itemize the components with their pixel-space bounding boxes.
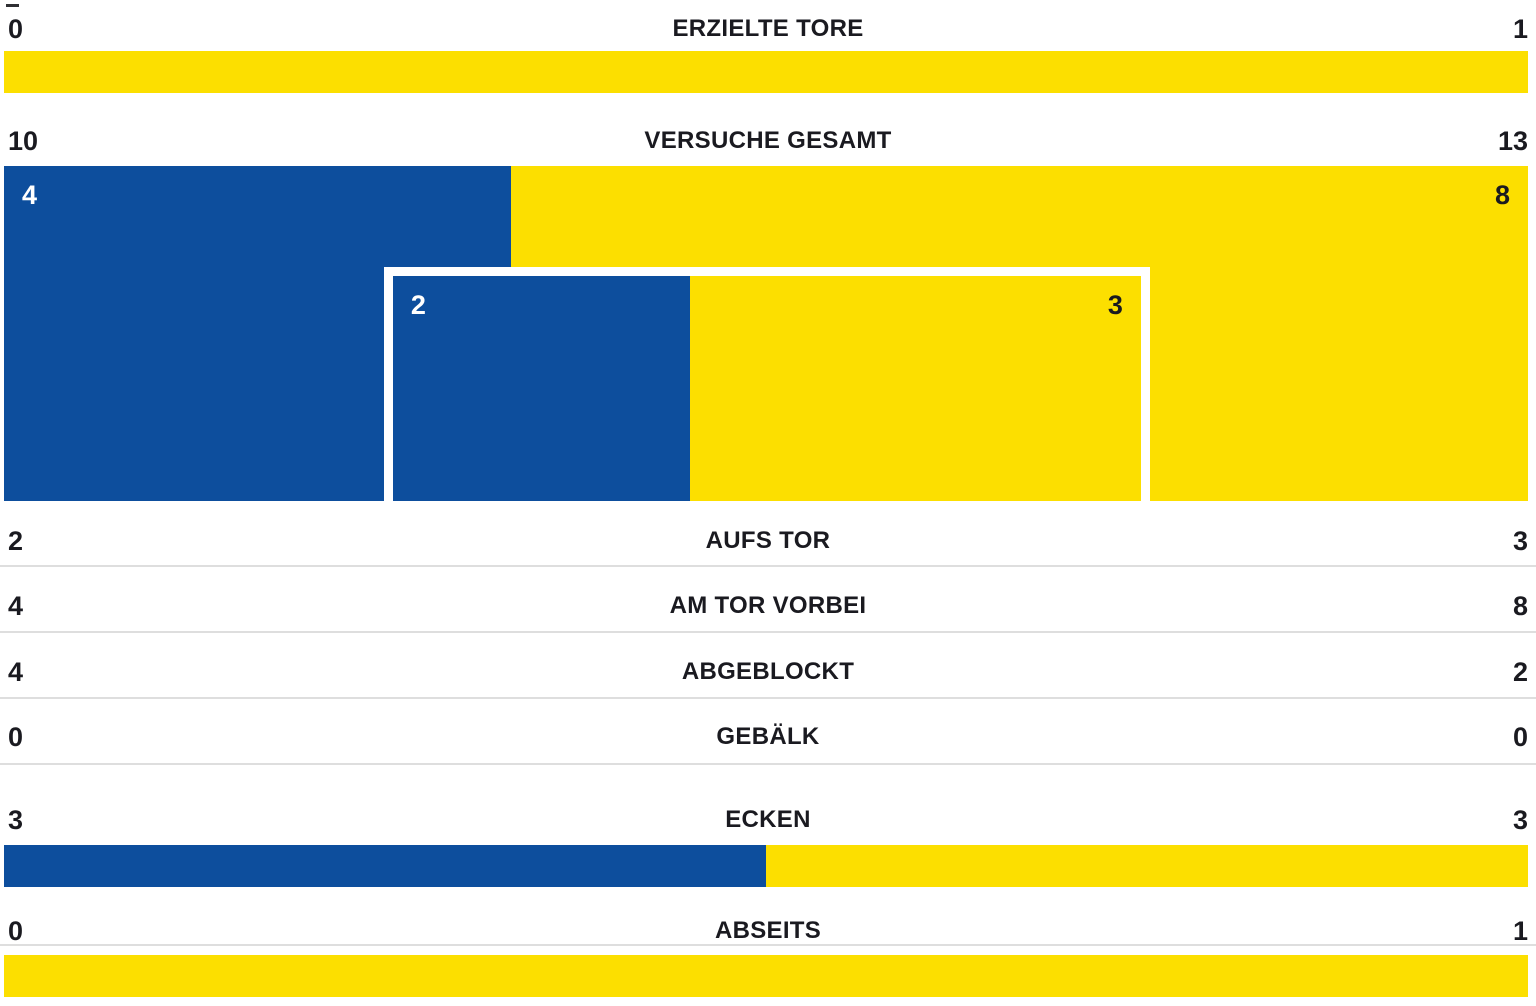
inner-home-segment — [392, 276, 690, 501]
home-value: 4 — [8, 657, 24, 687]
stat-bar-erzielte-tore — [4, 51, 1528, 93]
away-value: 3 — [1512, 526, 1528, 556]
home-value: 10 — [8, 126, 39, 156]
inner-box-area: 2 3 — [392, 276, 1141, 501]
home-value: 0 — [8, 722, 24, 752]
inner-box-aufs-tor: 2 3 — [383, 267, 1150, 501]
attempts-nested-block: 4 8 2 3 — [4, 166, 1528, 501]
row-separator — [0, 697, 1536, 699]
home-value: 4 — [8, 591, 24, 621]
bar-home-segment — [4, 845, 766, 887]
stat-label: ABGEBLOCKT — [681, 658, 855, 685]
stat-row-ecken: 3 ECKEN 3 — [0, 805, 1536, 835]
inner-home-value: 2 — [410, 290, 426, 320]
stat-row-abseits: 0 ABSEITS 1 — [0, 916, 1536, 946]
away-value: 0 — [1512, 722, 1528, 752]
row-separator — [0, 631, 1536, 633]
inner-away-value: 3 — [1107, 290, 1123, 320]
away-value: 2 — [1512, 657, 1528, 687]
home-value: 0 — [8, 14, 24, 44]
stat-label: AM TOR VORBEI — [669, 592, 867, 619]
stat-label: VERSUCHE GESAMT — [644, 127, 892, 154]
stat-row-gebaelk: 0 GEBÄLK 0 — [0, 722, 1536, 752]
stat-bar-abseits — [4, 955, 1528, 997]
stat-bar-ecken — [4, 845, 1528, 887]
stat-label: ERZIELTE TORE — [672, 15, 864, 42]
away-value: 1 — [1512, 916, 1528, 946]
row-separator — [0, 944, 1536, 946]
home-value: 3 — [8, 805, 24, 835]
away-value: 1 — [1512, 14, 1528, 44]
stat-label: ECKEN — [725, 806, 811, 833]
block-home-value: 4 — [22, 180, 38, 210]
stat-label: ABSEITS — [714, 917, 822, 944]
stat-label: GEBÄLK — [716, 723, 820, 750]
stat-label: AUFS TOR — [705, 527, 831, 554]
stat-row-abgeblockt: 4 ABGEBLOCKT 2 — [0, 657, 1536, 687]
away-value: 3 — [1512, 805, 1528, 835]
stat-row-am-tor-vorbei: 4 AM TOR VORBEI 8 — [0, 591, 1536, 621]
away-value: 13 — [1497, 126, 1528, 156]
crop-artifact — [6, 4, 19, 7]
away-value: 8 — [1512, 591, 1528, 621]
block-away-value: 8 — [1494, 180, 1510, 210]
stat-row-versuche-gesamt: 10 VERSUCHE GESAMT 13 — [0, 126, 1536, 156]
row-separator — [0, 763, 1536, 765]
home-value: 0 — [8, 916, 24, 946]
stat-row-erzielte-tore: 0 ERZIELTE TORE 1 — [0, 14, 1536, 44]
home-value: 2 — [8, 526, 24, 556]
row-separator — [0, 565, 1536, 567]
stat-row-aufs-tor: 2 AUFS TOR 3 — [0, 526, 1536, 556]
